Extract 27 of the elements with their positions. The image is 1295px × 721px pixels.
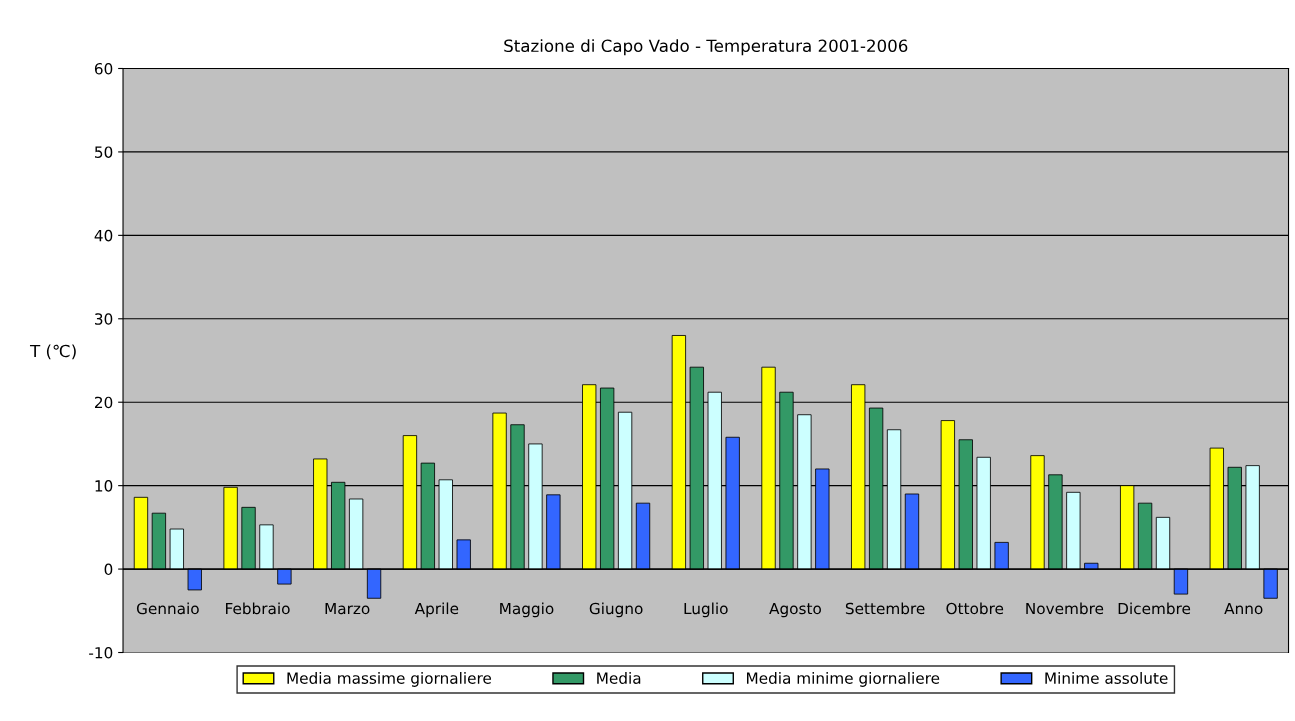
x-tick-label: Anno <box>1224 602 1263 615</box>
legend-label: Media <box>597 672 641 684</box>
x-tick-label: Aprile <box>414 602 459 618</box>
y-tick-label: 0 <box>104 563 113 576</box>
legend-label: Media minime giornaliere <box>747 672 940 687</box>
x-tick-label: Giugno <box>589 602 643 618</box>
x-tick-label: Luglio <box>684 602 728 618</box>
legend-label: Media massime giornaliere <box>287 672 492 687</box>
y-tick-label: 40 <box>94 229 113 242</box>
x-tick-label: Febbraio <box>226 602 290 615</box>
x-tick-label: Ottobre <box>946 602 1004 615</box>
y-tick-label: 30 <box>95 313 113 325</box>
x-tick-label: Dicembre <box>1118 602 1191 615</box>
y-tick-label: -10 <box>89 646 113 659</box>
x-tick-label: Novembre <box>1026 602 1104 615</box>
x-tick-label: Settembre <box>845 602 925 615</box>
x-tick-label: Maggio <box>500 602 554 618</box>
y-tick-label: 50 <box>95 146 113 158</box>
y-tick-label: 60 <box>94 62 113 75</box>
x-tick-label: Gennaio <box>136 602 199 615</box>
y-tick-label: 20 <box>94 396 113 409</box>
y-tick-label: 10 <box>95 480 113 492</box>
x-tick-label: Marzo <box>325 602 370 615</box>
chart-title: Stazione di Capo Vado - Temperatura 2001-2006 <box>504 39 908 56</box>
y-axis-title: T (℃) <box>29 344 76 360</box>
x-tick-label: Agosto <box>769 602 821 618</box>
legend-label: Minime assolute <box>1045 672 1168 684</box>
